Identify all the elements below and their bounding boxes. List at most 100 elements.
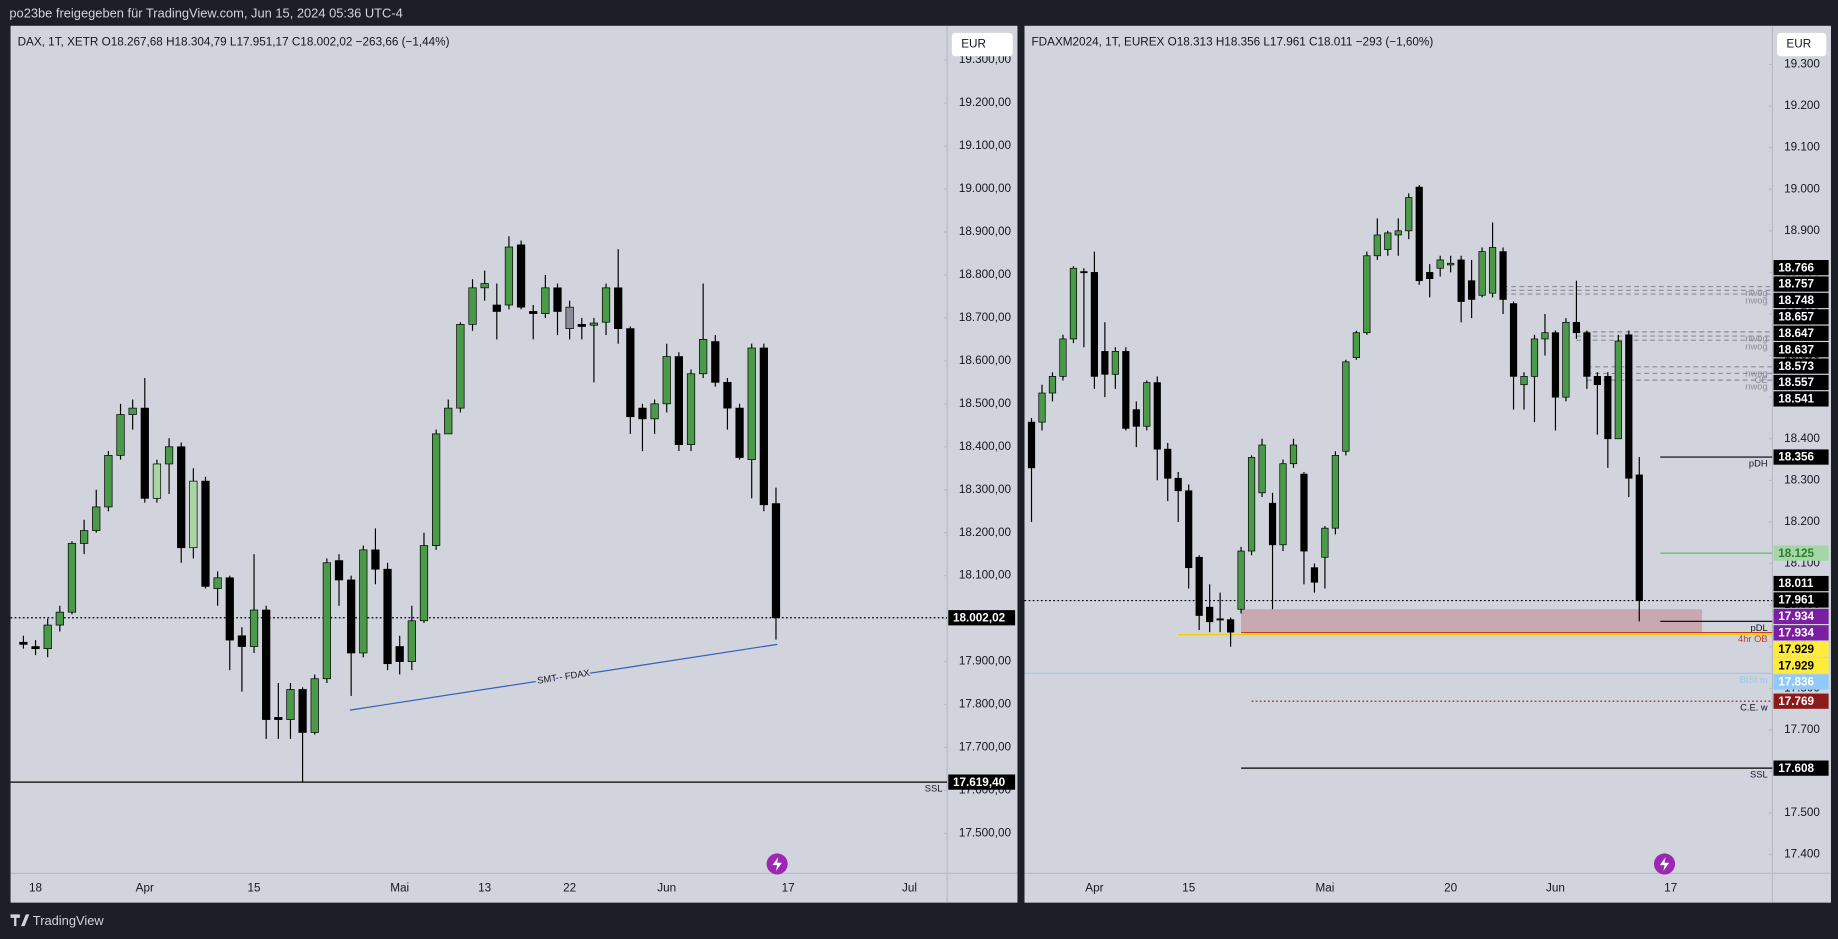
- y-tick-label: 18.700,00: [959, 311, 1012, 324]
- x-tick-label: Mai: [1315, 882, 1334, 895]
- candle-body: [1080, 271, 1088, 274]
- candle-body: [128, 407, 137, 415]
- candle-body: [1436, 259, 1444, 269]
- price-badge-label: 17.934: [1778, 610, 1814, 623]
- candle-body: [201, 480, 210, 587]
- price-badge-label: 18.125: [1778, 547, 1814, 560]
- price-badge-label: 18.011: [1778, 577, 1814, 590]
- y-tick-label: 18.400: [1784, 432, 1820, 445]
- candle-body: [237, 635, 247, 647]
- candle-body: [1153, 382, 1161, 450]
- price-badge-label: 17.929: [1778, 643, 1814, 656]
- price-badge: [1773, 575, 1829, 592]
- candle-body: [1499, 251, 1507, 300]
- candle-body: [1447, 262, 1455, 266]
- price-badge: [1773, 325, 1829, 341]
- price-badge: [1773, 374, 1829, 391]
- level-text: nwog: [1745, 368, 1767, 378]
- price-badge-label: 17.769: [1778, 695, 1814, 708]
- x-tick-label: Jun: [1546, 882, 1565, 895]
- candle-body: [1132, 409, 1140, 427]
- x-tick-label: 13: [478, 882, 491, 895]
- price-badge: [1773, 545, 1829, 561]
- candle-body: [1227, 619, 1235, 633]
- price-badge: [1773, 276, 1829, 292]
- level-text: nwog: [1745, 288, 1767, 298]
- y-tick-label: 19.000: [1784, 182, 1820, 195]
- candle-body: [274, 717, 283, 720]
- price-badge-label: 17.608: [1778, 762, 1814, 775]
- candle-body: [1122, 351, 1130, 429]
- y-tick-label: 19.300,00: [959, 53, 1012, 66]
- price-badge: [1773, 674, 1829, 690]
- candle-body: [662, 356, 671, 405]
- y-tick-label: 17.900,00: [959, 655, 1012, 668]
- x-tick-label: Jun: [657, 882, 676, 895]
- candle-body: [699, 339, 708, 375]
- y-tick-label: 19.100,00: [959, 139, 1012, 152]
- price-badge-label: 18.541: [1778, 393, 1814, 406]
- candle-body: [1426, 272, 1434, 279]
- event-icon-bolt: [772, 856, 782, 872]
- candle-body: [19, 641, 28, 645]
- y-tick-label: 18.100,00: [959, 569, 1012, 582]
- y-tick-label: 18.400,00: [959, 440, 1012, 453]
- candle-body: [492, 304, 501, 312]
- level-text: nwog: [1745, 342, 1767, 352]
- candle-body: [1342, 361, 1350, 452]
- candle-body: [1384, 232, 1392, 250]
- candle-body: [1300, 473, 1308, 552]
- candle-body: [262, 609, 271, 720]
- candle-body: [1310, 567, 1319, 583]
- candle-body: [1195, 556, 1203, 616]
- candle-body: [565, 306, 574, 329]
- price-badge-label: 17.836: [1778, 676, 1814, 689]
- candle-body: [1059, 338, 1067, 377]
- price-badge: [1773, 342, 1829, 358]
- candle-body: [395, 646, 404, 662]
- candle-body: [298, 689, 307, 733]
- y-tick-label: 18.500,00: [959, 397, 1012, 410]
- level-text: pDL: [1750, 623, 1767, 633]
- pane-right: [1024, 25, 1831, 903]
- y-tick-label: 18.900,00: [959, 225, 1012, 238]
- candle-body: [759, 347, 768, 506]
- candle-body: [92, 506, 101, 531]
- price-badge-label: 18.573: [1778, 360, 1814, 373]
- candle-body: [589, 322, 599, 326]
- candle-body: [1478, 251, 1486, 296]
- candle-body: [504, 246, 514, 306]
- price-badge-label: 18.356: [1778, 451, 1814, 464]
- y-tick-label: 18.600,00: [959, 354, 1012, 367]
- currency: EUR: [961, 38, 986, 51]
- level-text: nwog: [1745, 333, 1767, 343]
- candle-body: [516, 244, 526, 308]
- price-badge: [1773, 449, 1829, 465]
- candle-body: [359, 549, 368, 654]
- candle-body: [334, 560, 344, 581]
- price-badge: [1773, 592, 1829, 608]
- candle-body: [1279, 463, 1287, 546]
- price-badge: [1773, 641, 1829, 657]
- candle-body: [322, 562, 331, 680]
- candle-body: [79, 530, 89, 544]
- price-badge: [1773, 309, 1829, 325]
- candle-body: [711, 341, 720, 383]
- candle-body: [1457, 259, 1465, 302]
- candle-body: [1164, 448, 1172, 479]
- candle-body: [1111, 351, 1119, 375]
- level-text: nwog: [1745, 296, 1767, 306]
- trendline: [349, 643, 778, 711]
- x-tick-label: 17: [1664, 882, 1677, 895]
- candle-body: [1572, 321, 1581, 334]
- price-badge: [1773, 358, 1829, 374]
- price-badge: [1773, 657, 1829, 674]
- level-text: BISI m: [1740, 675, 1768, 685]
- y-tick-label: 18.300: [1784, 473, 1820, 486]
- x-tick-label: Mai: [390, 882, 409, 895]
- price-badge-label: 18.647: [1778, 327, 1814, 340]
- candle-body: [614, 287, 623, 329]
- y-tick-label: 19.200,00: [959, 96, 1012, 109]
- candle-body: [31, 646, 40, 650]
